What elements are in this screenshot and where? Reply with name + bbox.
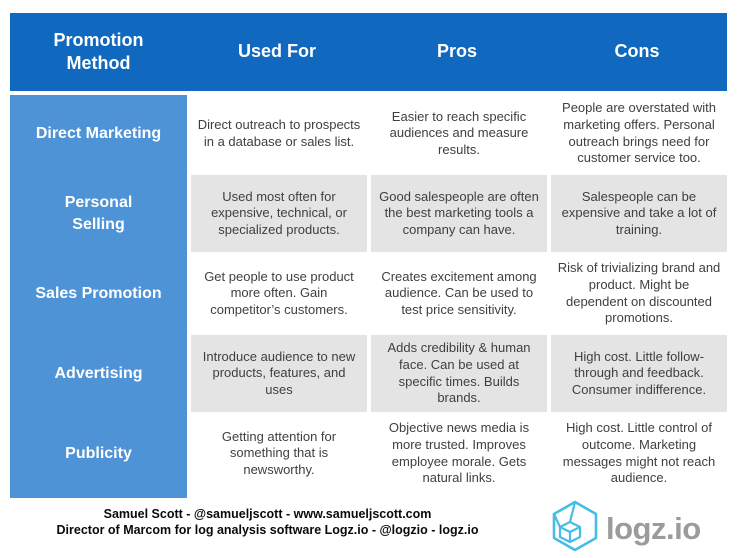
row-label-direct-marketing: Direct Marketing xyxy=(35,124,162,142)
footer-byline: Samuel Scott - @samueljscott - www.samue… xyxy=(0,506,535,538)
cell-used-for: Get people to use product more often. Ga… xyxy=(191,255,367,332)
cell-used-for: Getting attention for something that is … xyxy=(191,415,367,492)
cell-pros: Objective news media is more trusted. Im… xyxy=(371,415,547,492)
header-cell-promotion-method: Promotion Method xyxy=(53,29,144,73)
table-row: Direct Marketing Direct outreach to pros… xyxy=(10,95,727,172)
cell-pros: Adds credibility & human face. Can be us… xyxy=(371,335,547,412)
table-row: Personal Selling Used most often for exp… xyxy=(10,175,727,252)
row-label-sales-promotion: Sales Promotion xyxy=(35,284,162,302)
header-cell-used-for: Used For xyxy=(237,41,316,62)
row-label-personal-selling: Personal Selling xyxy=(64,193,133,233)
header-cell-cons: Cons xyxy=(614,41,660,62)
row-label-advertising: Advertising xyxy=(54,364,143,382)
table-row: Sales Promotion Get people to use produc… xyxy=(10,255,727,332)
table-row: Advertising Introduce audience to new pr… xyxy=(10,335,727,412)
table-body: Direct Marketing Direct outreach to pros… xyxy=(10,95,727,498)
row-label-publicity: Publicity xyxy=(65,444,132,462)
header-cell-pros: Pros xyxy=(436,41,478,62)
cell-used-for: Used most often for expensive, technical… xyxy=(191,175,367,252)
cell-pros: Good salespeople are often the best mark… xyxy=(371,175,547,252)
byline-line1: Samuel Scott - @samueljscott - www.samue… xyxy=(103,507,432,521)
cell-cons: High cost. Little control of outcome. Ma… xyxy=(551,415,727,492)
logzio-logo: logz.io xyxy=(551,500,701,557)
cell-cons: Risk of trivializing brand and product. … xyxy=(551,255,727,332)
cell-used-for: Direct outreach to prospects in a databa… xyxy=(191,95,367,172)
cell-cons: Salespeople can be expensive and take a … xyxy=(551,175,727,252)
cell-pros: Easier to reach specific audiences and m… xyxy=(371,95,547,172)
cell-used-for: Introduce audience to new products, feat… xyxy=(191,335,367,412)
cell-pros: Creates excitement among audience. Can b… xyxy=(371,255,547,332)
method-column-background xyxy=(10,95,187,498)
cell-cons: High cost. Little follow-through and fee… xyxy=(551,335,727,412)
promotion-methods-table: Promotion Method Used For Pros Cons Dire… xyxy=(10,13,727,498)
logzio-hexagon-cube-icon xyxy=(551,500,599,557)
logo-text: logz.io xyxy=(606,510,701,546)
byline-line2: Director of Marcom for log analysis soft… xyxy=(56,523,479,537)
cell-cons: People are overstated with marketing off… xyxy=(551,95,727,172)
table-row: Publicity Getting attention for somethin… xyxy=(10,415,727,492)
table-header: Promotion Method Used For Pros Cons xyxy=(10,13,727,91)
